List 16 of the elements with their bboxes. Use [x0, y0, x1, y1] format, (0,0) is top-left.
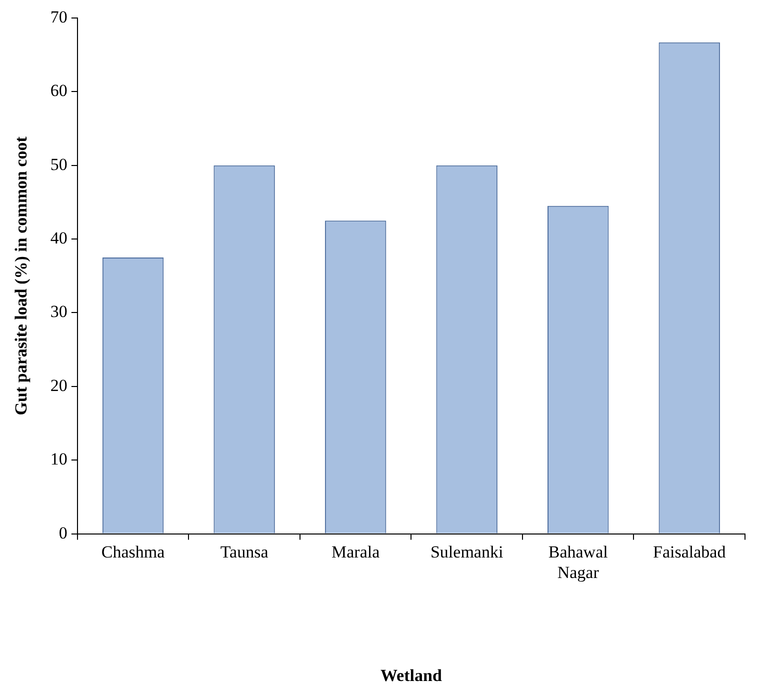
y-tick-label: 60: [50, 81, 68, 100]
y-tick-label: 10: [50, 450, 68, 469]
y-tick-label: 70: [50, 7, 68, 26]
y-tick-label: 0: [58, 523, 68, 542]
x-tick-label: Taunsa: [220, 542, 269, 562]
x-axis-title: Wetland: [380, 666, 442, 686]
x-tick-label: Sulemanki: [430, 542, 504, 562]
y-tick-label: 20: [50, 376, 68, 395]
y-tick-label: 30: [50, 302, 68, 322]
x-tick-label: Faisalabad: [653, 542, 726, 562]
x-tick-label: Marala: [331, 542, 380, 562]
x-tick-label: Bahawal Nagar: [548, 542, 608, 582]
y-axis-title: Gut parasite load (%) in common coot: [12, 136, 31, 416]
y-tick-label: 40: [50, 228, 68, 248]
x-tick-label: Chashma: [101, 542, 166, 562]
y-tick-label: 50: [50, 154, 68, 174]
